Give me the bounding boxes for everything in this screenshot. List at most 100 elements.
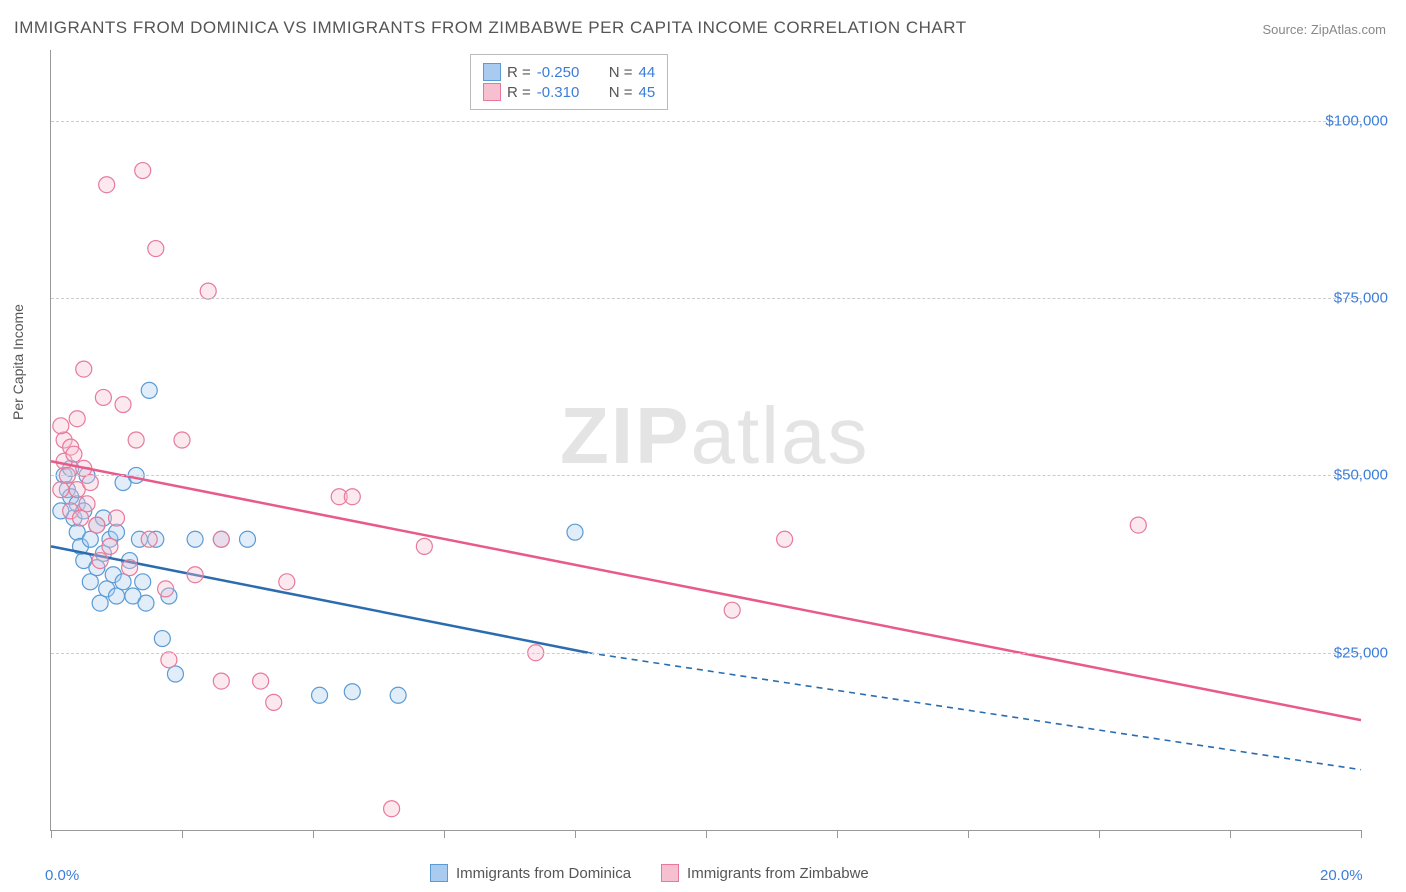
data-point-zimbabwe — [95, 389, 111, 405]
x-tick-label: 20.0% — [1320, 867, 1363, 884]
data-point-zimbabwe — [53, 482, 69, 498]
n-value: 45 — [639, 84, 656, 101]
x-tick — [575, 830, 576, 838]
data-point-zimbabwe — [92, 553, 108, 569]
data-point-dominica — [154, 631, 170, 647]
x-tick — [1230, 830, 1231, 838]
data-point-zimbabwe — [174, 432, 190, 448]
n-label: N = — [609, 84, 633, 101]
data-point-zimbabwe — [266, 694, 282, 710]
x-tick — [706, 830, 707, 838]
data-point-zimbabwe — [79, 496, 95, 512]
y-tick-label: $100,000 — [1325, 112, 1388, 129]
data-point-zimbabwe — [253, 673, 269, 689]
gridline — [51, 475, 1361, 476]
data-point-zimbabwe — [66, 446, 82, 462]
x-tick — [968, 830, 969, 838]
r-value: -0.250 — [537, 64, 593, 81]
chart-title: IMMIGRANTS FROM DOMINICA VS IMMIGRANTS F… — [14, 18, 967, 38]
n-label: N = — [609, 64, 633, 81]
data-point-zimbabwe — [115, 397, 131, 413]
legend-stat-row-dominica: R = -0.250 N = 44 — [483, 63, 655, 81]
x-tick — [1361, 830, 1362, 838]
gridline — [51, 653, 1361, 654]
data-point-zimbabwe — [344, 489, 360, 505]
x-tick — [837, 830, 838, 838]
data-point-zimbabwe — [148, 241, 164, 257]
data-point-zimbabwe — [777, 531, 793, 547]
data-point-zimbabwe — [128, 432, 144, 448]
data-point-zimbabwe — [69, 411, 85, 427]
data-point-dominica — [344, 684, 360, 700]
data-point-zimbabwe — [141, 531, 157, 547]
data-point-zimbabwe — [158, 581, 174, 597]
data-point-dominica — [135, 574, 151, 590]
data-point-dominica — [187, 531, 203, 547]
x-tick — [444, 830, 445, 838]
data-point-zimbabwe — [53, 418, 69, 434]
legend-series: Immigrants from Dominica Immigrants from … — [430, 864, 869, 882]
gridline — [51, 121, 1361, 122]
data-point-dominica — [115, 574, 131, 590]
data-point-zimbabwe — [384, 801, 400, 817]
data-point-dominica — [312, 687, 328, 703]
data-point-zimbabwe — [135, 163, 151, 179]
plot-area — [50, 50, 1361, 831]
data-point-zimbabwe — [109, 510, 125, 526]
data-point-zimbabwe — [187, 567, 203, 583]
data-point-dominica — [141, 382, 157, 398]
legend-label: Immigrants from Dominica — [456, 865, 631, 882]
data-point-zimbabwe — [213, 531, 229, 547]
data-point-dominica — [167, 666, 183, 682]
x-tick — [182, 830, 183, 838]
x-tick — [1099, 830, 1100, 838]
data-point-zimbabwe — [416, 538, 432, 554]
y-tick-label: $25,000 — [1334, 644, 1388, 661]
source-label: Source: ZipAtlas.com — [1262, 22, 1386, 37]
y-axis-label: Per Capita Income — [10, 304, 26, 420]
r-value: -0.310 — [537, 84, 593, 101]
x-tick — [313, 830, 314, 838]
trendline-ext-dominica — [588, 653, 1361, 770]
data-point-zimbabwe — [72, 510, 88, 526]
data-point-zimbabwe — [99, 177, 115, 193]
swatch-icon — [661, 864, 679, 882]
data-point-zimbabwe — [82, 475, 98, 491]
data-point-zimbabwe — [89, 517, 105, 533]
data-point-zimbabwe — [122, 560, 138, 576]
legend-label: Immigrants from Zimbabwe — [687, 865, 869, 882]
legend-stats: R = -0.250 N = 44 R = -0.310 N = 45 — [470, 54, 668, 110]
r-label: R = — [507, 64, 531, 81]
data-point-zimbabwe — [102, 538, 118, 554]
n-value: 44 — [639, 64, 656, 81]
data-point-zimbabwe — [279, 574, 295, 590]
data-point-zimbabwe — [1130, 517, 1146, 533]
data-point-zimbabwe — [724, 602, 740, 618]
gridline — [51, 298, 1361, 299]
data-point-dominica — [109, 588, 125, 604]
y-tick-label: $75,000 — [1334, 290, 1388, 307]
data-point-dominica — [92, 595, 108, 611]
data-point-dominica — [82, 574, 98, 590]
legend-item-zimbabwe: Immigrants from Zimbabwe — [661, 864, 869, 882]
data-point-zimbabwe — [213, 673, 229, 689]
y-tick-label: $50,000 — [1334, 467, 1388, 484]
data-point-dominica — [240, 531, 256, 547]
data-point-dominica — [390, 687, 406, 703]
data-point-dominica — [138, 595, 154, 611]
trendline-zimbabwe — [51, 461, 1361, 720]
x-tick-label: 0.0% — [45, 867, 79, 884]
data-point-zimbabwe — [161, 652, 177, 668]
swatch-icon — [430, 864, 448, 882]
chart-svg — [51, 50, 1361, 830]
legend-stat-row-zimbabwe: R = -0.310 N = 45 — [483, 83, 655, 101]
x-tick — [51, 830, 52, 838]
legend-item-dominica: Immigrants from Dominica — [430, 864, 631, 882]
data-point-dominica — [567, 524, 583, 540]
data-point-zimbabwe — [76, 361, 92, 377]
data-point-dominica — [82, 531, 98, 547]
data-point-zimbabwe — [200, 283, 216, 299]
swatch-icon — [483, 83, 501, 101]
r-label: R = — [507, 84, 531, 101]
swatch-icon — [483, 63, 501, 81]
